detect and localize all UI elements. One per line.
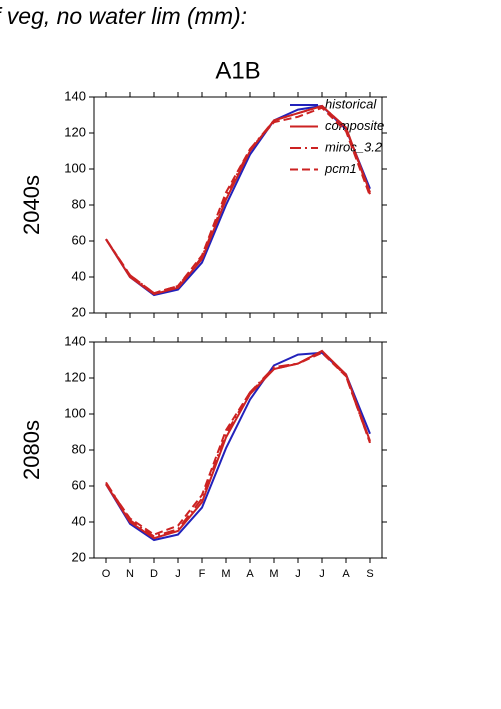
x-tick-label: A xyxy=(342,568,350,580)
y-tick-label: 100 xyxy=(64,160,86,175)
y-tick-label: 20 xyxy=(72,549,86,564)
y-tick-label: 80 xyxy=(72,441,86,456)
series-line xyxy=(105,104,371,297)
x-tick-label: O xyxy=(102,568,111,580)
series-line xyxy=(105,351,371,536)
page-title: f veg, no water lim (mm): xyxy=(0,3,247,29)
legend-label: historical xyxy=(325,96,377,111)
x-tick-label: J xyxy=(175,568,181,580)
y-tick-label: 60 xyxy=(72,232,86,247)
y-axis-label: 2080s xyxy=(19,420,44,480)
series-line xyxy=(105,349,371,540)
y-tick-label: 100 xyxy=(64,405,86,420)
x-tick-label: F xyxy=(199,568,206,580)
x-tick-label: J xyxy=(319,568,325,580)
y-tick-label: 120 xyxy=(64,124,86,139)
legend-label: pcm1 xyxy=(324,161,357,176)
y-tick-label: 80 xyxy=(72,196,86,211)
y-tick-label: 40 xyxy=(72,513,86,528)
legend-label: miroc_3.2 xyxy=(325,139,383,154)
plot-frame xyxy=(93,341,383,559)
x-tick-label: D xyxy=(150,568,158,580)
series-line xyxy=(105,104,371,296)
series-line xyxy=(105,106,371,295)
y-tick-label: 140 xyxy=(64,88,86,103)
legend-label: composite xyxy=(325,118,384,133)
y-axis-label: 2040s xyxy=(19,175,44,235)
series-line xyxy=(105,349,371,538)
x-tick-label: M xyxy=(269,568,278,580)
y-tick-label: 140 xyxy=(64,333,86,348)
y-tick-label: 120 xyxy=(64,369,86,384)
x-tick-label: A xyxy=(246,568,254,580)
x-tick-label: M xyxy=(221,568,230,580)
x-tick-label: J xyxy=(295,568,301,580)
series-line xyxy=(105,351,371,542)
x-tick-label: N xyxy=(126,568,134,580)
chart-title: A1B xyxy=(215,57,260,84)
series-line xyxy=(105,104,371,295)
y-tick-label: 40 xyxy=(72,268,86,283)
x-tick-label: S xyxy=(366,568,373,580)
y-tick-label: 60 xyxy=(72,477,86,492)
y-tick-label: 20 xyxy=(72,304,86,319)
